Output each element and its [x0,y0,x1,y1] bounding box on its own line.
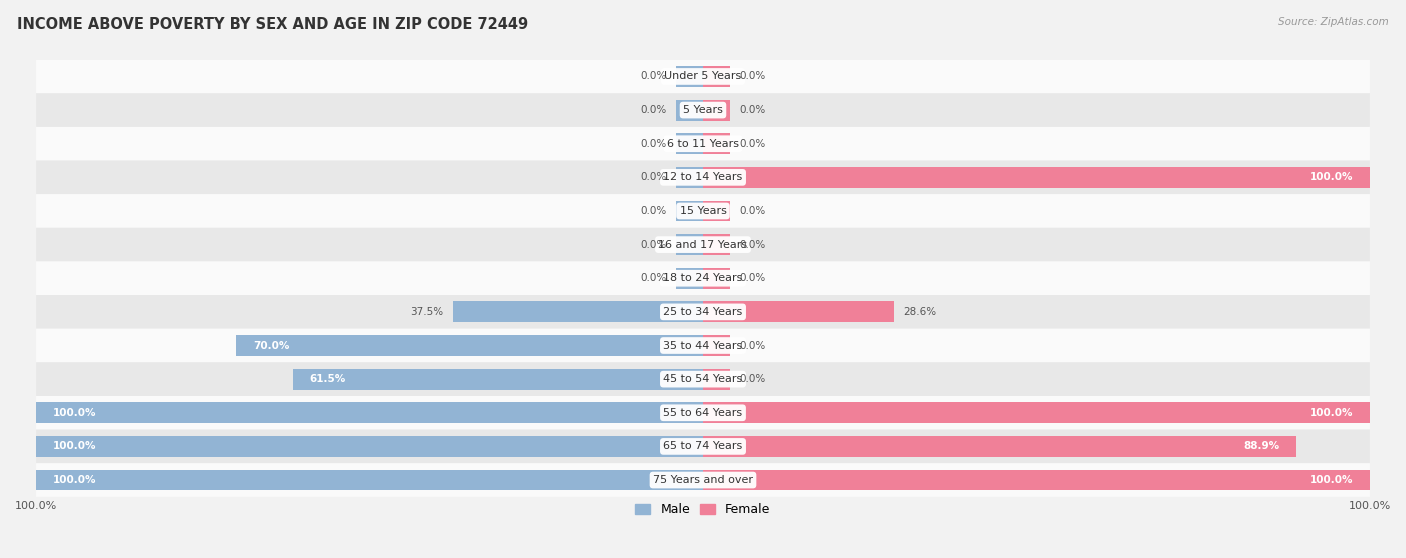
Text: 12 to 14 Years: 12 to 14 Years [664,172,742,182]
Text: 75 Years and over: 75 Years and over [652,475,754,485]
Bar [703,335,730,356]
Text: 0.0%: 0.0% [740,239,766,249]
FancyBboxPatch shape [37,463,1369,497]
Text: 5 Years: 5 Years [683,105,723,115]
Bar [703,100,730,121]
Text: 100.0%: 100.0% [53,408,96,418]
Text: INCOME ABOVE POVERTY BY SEX AND AGE IN ZIP CODE 72449: INCOME ABOVE POVERTY BY SEX AND AGE IN Z… [17,17,529,32]
FancyBboxPatch shape [37,161,1369,194]
Text: 0.0%: 0.0% [740,340,766,350]
FancyBboxPatch shape [37,60,1369,93]
Bar [703,436,1296,457]
Text: 0.0%: 0.0% [640,239,666,249]
Bar [676,100,703,121]
FancyBboxPatch shape [37,430,1369,463]
Text: 0.0%: 0.0% [640,273,666,283]
FancyBboxPatch shape [37,362,1369,396]
Text: 0.0%: 0.0% [740,139,766,149]
Text: 100.0%: 100.0% [1310,408,1353,418]
Bar [703,200,730,222]
Text: 0.0%: 0.0% [640,206,666,216]
Text: 0.0%: 0.0% [740,71,766,81]
Bar [676,66,703,87]
Text: 0.0%: 0.0% [740,105,766,115]
Bar [236,335,703,356]
Legend: Male, Female: Male, Female [630,498,776,521]
Text: 0.0%: 0.0% [740,206,766,216]
Text: 35 to 44 Years: 35 to 44 Years [664,340,742,350]
Bar [703,133,730,154]
FancyBboxPatch shape [37,262,1369,295]
Bar [37,470,703,490]
Text: 100.0%: 100.0% [53,441,96,451]
Bar [703,301,894,323]
Bar [676,200,703,222]
Bar [292,369,703,389]
Text: 0.0%: 0.0% [640,139,666,149]
Text: 37.5%: 37.5% [409,307,443,317]
Bar [676,133,703,154]
FancyBboxPatch shape [37,194,1369,228]
FancyBboxPatch shape [37,93,1369,127]
Text: 6 to 11 Years: 6 to 11 Years [666,139,740,149]
FancyBboxPatch shape [37,329,1369,362]
Text: 55 to 64 Years: 55 to 64 Years [664,408,742,418]
Bar [676,268,703,288]
Bar [703,234,730,255]
Bar [703,167,1369,188]
Text: 100.0%: 100.0% [1310,172,1353,182]
Text: 25 to 34 Years: 25 to 34 Years [664,307,742,317]
Text: 0.0%: 0.0% [640,172,666,182]
Text: 100.0%: 100.0% [53,475,96,485]
Text: 0.0%: 0.0% [640,71,666,81]
FancyBboxPatch shape [37,127,1369,161]
Bar [37,402,703,423]
Bar [453,301,703,323]
Text: 18 to 24 Years: 18 to 24 Years [664,273,742,283]
Text: 100.0%: 100.0% [1310,475,1353,485]
Bar [703,402,1369,423]
FancyBboxPatch shape [37,295,1369,329]
Bar [37,436,703,457]
Text: Under 5 Years: Under 5 Years [665,71,741,81]
Text: 0.0%: 0.0% [740,273,766,283]
Text: 88.9%: 88.9% [1243,441,1279,451]
Text: 0.0%: 0.0% [640,105,666,115]
Bar [703,369,730,389]
Bar [703,268,730,288]
Bar [703,470,1369,490]
Text: 0.0%: 0.0% [740,374,766,384]
Bar [676,167,703,188]
Bar [676,234,703,255]
Text: 16 and 17 Years: 16 and 17 Years [658,239,748,249]
Text: 70.0%: 70.0% [253,340,290,350]
Text: 15 Years: 15 Years [679,206,727,216]
Text: 65 to 74 Years: 65 to 74 Years [664,441,742,451]
FancyBboxPatch shape [37,396,1369,430]
Text: 61.5%: 61.5% [309,374,346,384]
Text: 45 to 54 Years: 45 to 54 Years [664,374,742,384]
Bar [703,66,730,87]
Text: 28.6%: 28.6% [904,307,936,317]
FancyBboxPatch shape [37,228,1369,262]
Text: Source: ZipAtlas.com: Source: ZipAtlas.com [1278,17,1389,27]
